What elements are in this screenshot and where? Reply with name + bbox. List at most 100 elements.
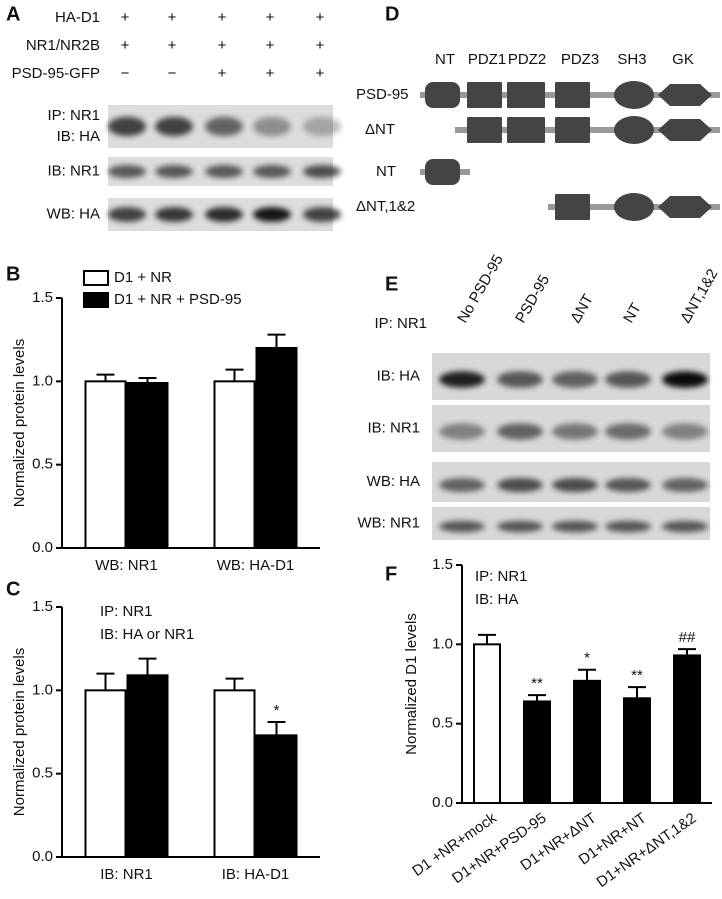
blot-band — [205, 164, 243, 179]
condition-sign: + — [121, 9, 130, 26]
domain — [425, 82, 460, 108]
blot-band — [155, 116, 193, 137]
y-tick-label: 1.0 — [432, 635, 453, 652]
blot-band — [605, 371, 651, 388]
blot-band — [303, 207, 341, 222]
blot-band — [303, 116, 341, 137]
construct-label: NT — [376, 163, 396, 180]
domain-label: GK — [672, 51, 694, 68]
condition-sign: + — [316, 37, 325, 54]
domain — [555, 194, 590, 220]
domain — [555, 117, 590, 143]
bar — [573, 679, 601, 804]
significance: ** — [631, 667, 643, 684]
condition-sign: + — [266, 37, 275, 54]
x-tick-label: WB: NR1 — [95, 557, 158, 574]
significance: ## — [679, 629, 696, 646]
blot-band — [253, 207, 291, 222]
domain — [467, 117, 502, 143]
annotation: IB: HA or NR1 — [100, 626, 194, 643]
panel-letter: C — [6, 578, 20, 600]
domain — [425, 159, 460, 185]
blot-band — [303, 164, 341, 179]
construct-label: PSD-95 — [356, 86, 409, 103]
blot-band — [155, 164, 193, 179]
legend-label: D1 + NR — [114, 269, 172, 286]
condition-sign: + — [266, 9, 275, 26]
condition-label: PSD-95-GFP — [12, 65, 100, 82]
blot-band — [108, 116, 146, 137]
y-tick-label: 0.5 — [32, 456, 53, 473]
annotation: IP: NR1 — [100, 603, 153, 620]
condition-sign: + — [121, 37, 130, 54]
blot-band — [205, 207, 243, 222]
bar — [213, 380, 256, 550]
panel-letter: D — [385, 3, 399, 25]
domain — [658, 119, 712, 141]
condition-sign: − — [168, 65, 177, 82]
y-axis-label: Normalized protein levels — [11, 339, 28, 507]
blot-band — [662, 520, 708, 533]
domain-label: SH3 — [617, 51, 646, 68]
y-tick-label: 0.0 — [432, 794, 453, 811]
annotation: IP: NR1 — [475, 568, 528, 585]
significance: * — [274, 702, 280, 719]
legend-swatch — [83, 270, 109, 286]
domain-label: NT — [435, 51, 455, 68]
blot-band — [439, 520, 485, 533]
significance: * — [584, 650, 590, 667]
blot-band — [605, 478, 651, 492]
lane-label: ΔNT,1&2 — [677, 266, 721, 326]
condition-sign: + — [218, 65, 227, 82]
annotation: IB: HA — [475, 591, 518, 608]
domain — [507, 117, 545, 143]
condition-sign: + — [168, 37, 177, 54]
blot-label: IB: NR1 — [367, 419, 420, 436]
blot-label: WB: HA — [47, 205, 100, 222]
x-tick-label: WB: HA-D1 — [217, 557, 295, 574]
blot-band — [605, 520, 651, 533]
bar — [255, 347, 298, 549]
bar — [84, 689, 127, 858]
blot-band — [497, 478, 543, 492]
condition-sign: + — [316, 9, 325, 26]
blot-band — [108, 207, 146, 222]
blot-band — [497, 520, 543, 533]
blot-label: IB: NR1 — [47, 162, 100, 179]
y-tick-label: 1.0 — [32, 681, 53, 698]
y-tick-label: 1.5 — [432, 556, 453, 573]
blot-band — [108, 164, 146, 179]
blot-band — [552, 520, 598, 533]
y-tick-label: 0.0 — [32, 539, 53, 556]
blot-band — [605, 423, 651, 440]
lane-label: NT — [620, 300, 645, 326]
bar — [84, 380, 127, 550]
blot-band — [497, 423, 543, 440]
domain — [555, 82, 590, 108]
construct-label: ΔNT — [365, 121, 395, 138]
panel-letter: E — [385, 273, 398, 295]
blot-band — [155, 207, 193, 222]
blot-band — [253, 164, 291, 179]
significance: ** — [531, 675, 543, 692]
legend-swatch — [83, 292, 109, 308]
bar — [126, 674, 169, 858]
y-tick-label: 0.5 — [32, 765, 53, 782]
blot-band — [253, 116, 291, 137]
condition-sign: + — [266, 65, 275, 82]
condition-sign: + — [168, 9, 177, 26]
blot-band — [662, 423, 708, 440]
x-tick-label: IB: HA-D1 — [222, 866, 290, 883]
blot-header: IP: NR1 — [374, 315, 427, 332]
domain — [614, 81, 654, 109]
blot-band — [439, 423, 485, 440]
condition-sign: + — [316, 65, 325, 82]
condition-sign: − — [121, 65, 130, 82]
blot-label: IB: HA — [57, 128, 100, 145]
domain — [614, 193, 654, 221]
blot-band — [552, 423, 598, 440]
bar — [523, 700, 551, 804]
blot-label: WB: NR1 — [357, 514, 420, 531]
condition-sign: + — [218, 37, 227, 54]
